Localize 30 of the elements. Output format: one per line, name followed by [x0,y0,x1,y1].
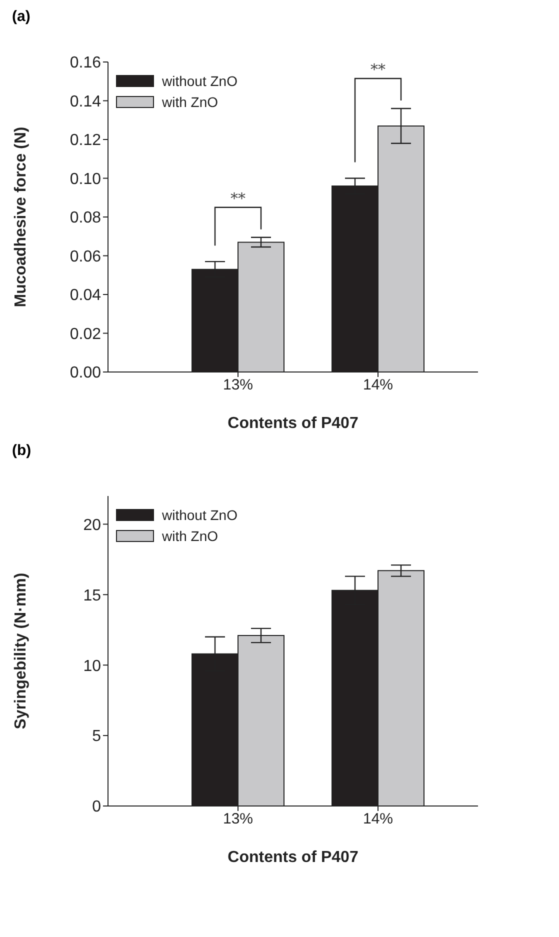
y-tick-label: 0.02 [70,326,102,343]
legend-label: without ZnO [162,72,238,88]
x-axis-title: Contents of P407 [228,415,358,432]
chart-title: (b) [11,442,32,461]
y-tick-label: 5 [92,728,102,746]
chart-title: (a) [11,8,32,27]
x-tick-label: 13% [222,810,254,828]
annotation: ** [230,189,246,208]
y-axis-title: Syringebility (N·mm) [12,572,30,730]
x-axis-title: Contents of P407 [228,849,358,866]
x-tick-label: 13% [222,376,254,394]
y-tick-label: 15 [83,587,102,604]
y-tick-label: 0.14 [70,93,102,110]
legend-label: without ZnO [162,506,238,522]
y-tick-label: 0 [92,798,102,816]
y-tick-label: 0.00 [70,364,102,382]
y-tick-label: 0.04 [70,287,102,304]
y-tick-label: 0.08 [70,210,102,227]
y-axis-title: Mucoadhesive force (N) [12,126,30,308]
legend-label: with ZnO [162,94,218,110]
y-tick-label: 20 [83,516,102,534]
y-tick-label: 0.06 [70,248,102,266]
y-tick-label: 0.16 [70,54,102,72]
annotation: ** [370,60,386,78]
x-tick-label: 14% [362,376,394,394]
y-tick-label: 0.12 [70,132,102,150]
y-tick-label: 0.10 [70,170,102,188]
x-tick-label: 14% [362,810,394,828]
y-tick-label: 10 [83,658,102,675]
legend-label: with ZnO [162,528,218,544]
